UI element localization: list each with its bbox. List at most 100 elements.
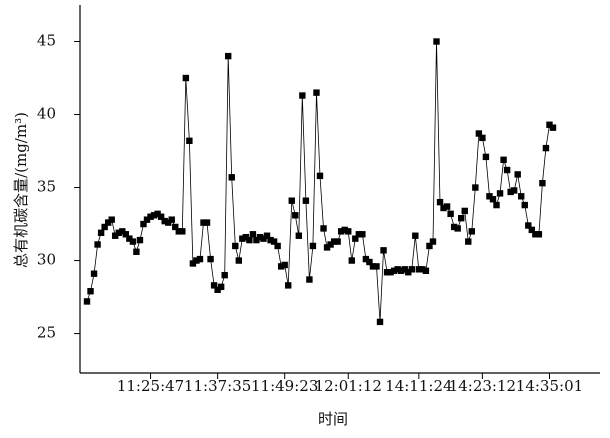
data-marker xyxy=(228,174,235,181)
data-marker xyxy=(193,257,200,264)
x-tick-label: 14:35:01 xyxy=(516,377,583,395)
data-marker xyxy=(87,288,94,295)
x-tick-label: 14:11:24 xyxy=(385,377,452,395)
data-marker xyxy=(90,270,98,277)
data-marker xyxy=(394,266,401,273)
data-marker xyxy=(246,236,253,244)
data-marker xyxy=(542,144,550,152)
data-marker xyxy=(539,179,546,187)
data-marker xyxy=(458,215,465,222)
data-marker xyxy=(150,212,158,219)
x-tick-label: 11:49:23 xyxy=(251,377,318,395)
data-marker xyxy=(154,210,161,218)
data-marker xyxy=(249,231,257,238)
data-marker xyxy=(306,276,313,283)
data-marker xyxy=(256,233,264,241)
data-marker xyxy=(532,231,539,238)
data-marker xyxy=(232,242,239,250)
data-marker xyxy=(390,267,398,274)
data-marker xyxy=(376,318,384,326)
y-tick-label: 25 xyxy=(37,324,56,342)
data-marker xyxy=(260,235,267,242)
data-marker xyxy=(549,124,557,131)
data-marker xyxy=(493,201,500,209)
data-marker xyxy=(168,216,175,223)
data-marker xyxy=(383,269,391,276)
data-marker xyxy=(345,228,352,235)
data-marker xyxy=(253,236,260,244)
data-marker xyxy=(316,172,324,180)
data-marker xyxy=(510,187,518,194)
data-marker xyxy=(225,52,232,60)
data-marker xyxy=(112,232,119,239)
data-marker xyxy=(295,232,303,239)
data-marker xyxy=(270,238,278,245)
data-marker xyxy=(433,38,440,45)
data-marker xyxy=(217,283,225,291)
data-marker xyxy=(412,232,419,239)
data-marker xyxy=(514,171,521,178)
data-marker xyxy=(129,238,137,245)
data-marker xyxy=(489,196,497,203)
data-marker xyxy=(126,235,133,242)
data-marker xyxy=(299,92,306,99)
data-marker xyxy=(369,263,377,270)
data-marker xyxy=(355,231,363,238)
data-marker xyxy=(415,266,423,273)
data-marker xyxy=(267,236,274,244)
data-marker xyxy=(221,271,228,279)
data-marker xyxy=(496,190,504,197)
data-marker xyxy=(210,282,218,289)
data-line xyxy=(86,41,554,322)
data-marker xyxy=(401,266,408,273)
x-tick-label: 12:01:12 xyxy=(315,377,382,395)
data-marker xyxy=(352,235,359,242)
data-marker xyxy=(472,184,479,191)
data-marker xyxy=(94,241,101,248)
data-marker xyxy=(535,231,543,238)
data-marker xyxy=(133,248,140,255)
data-marker xyxy=(525,222,532,229)
y-tick-label: 30 xyxy=(37,251,56,269)
data-marker xyxy=(104,219,112,226)
data-marker xyxy=(182,74,190,82)
data-marker xyxy=(327,241,334,248)
data-marker xyxy=(546,121,553,128)
data-marker xyxy=(500,156,507,163)
data-marker xyxy=(97,229,105,237)
data-marker xyxy=(348,257,355,264)
data-marker xyxy=(302,197,310,204)
data-marker xyxy=(172,223,179,231)
data-marker xyxy=(164,219,172,226)
data-marker xyxy=(475,130,483,137)
data-marker xyxy=(281,261,288,269)
data-marker xyxy=(450,223,458,231)
data-marker xyxy=(408,266,415,273)
data-marker xyxy=(429,238,437,245)
data-marker xyxy=(334,238,341,245)
data-marker xyxy=(380,247,387,254)
data-marker xyxy=(242,233,250,241)
data-marker xyxy=(136,236,144,244)
y-tick-label: 45 xyxy=(37,32,56,50)
y-axis-label: 总有机碳含量/(mg/m³) xyxy=(12,112,30,268)
data-marker xyxy=(366,258,373,266)
data-marker xyxy=(359,231,366,238)
data-marker xyxy=(83,298,91,305)
data-marker xyxy=(175,228,182,235)
data-marker xyxy=(447,210,454,218)
data-marker xyxy=(373,263,380,270)
data-marker xyxy=(313,89,320,96)
data-marker xyxy=(440,204,447,212)
data-marker xyxy=(436,198,444,206)
data-marker xyxy=(426,242,433,250)
data-marker xyxy=(405,269,412,276)
data-marker xyxy=(482,153,490,161)
data-marker xyxy=(143,216,151,223)
data-marker xyxy=(323,244,331,251)
data-marker xyxy=(122,231,130,238)
data-marker xyxy=(454,225,461,232)
data-marker xyxy=(161,217,168,225)
data-marker xyxy=(108,216,115,223)
